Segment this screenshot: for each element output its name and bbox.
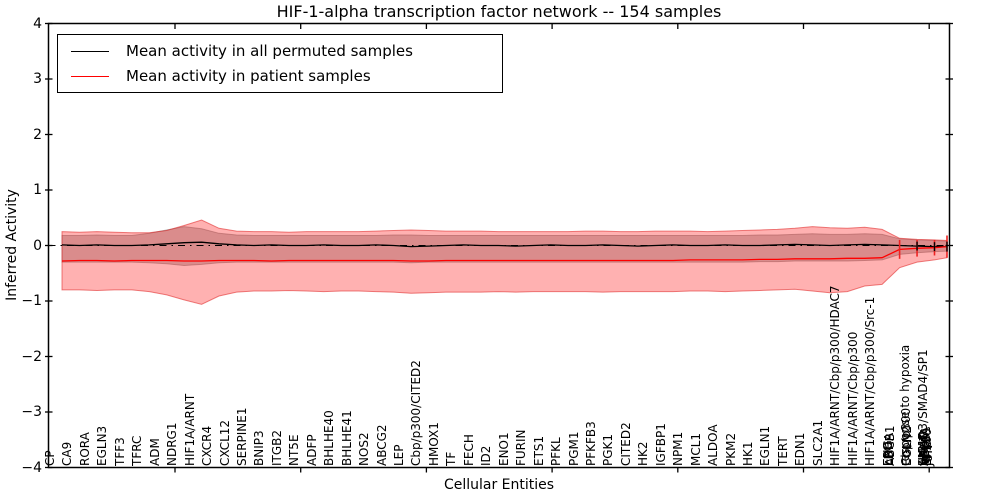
x-tick-label: TFF3 (112, 436, 127, 466)
x-tick-label: HIF1A/ARNT/Cbp/p300/Src-1 (863, 296, 878, 466)
x-tick-label: FURIN (514, 428, 529, 466)
legend-item-patient: Mean activity in patient samples (58, 67, 502, 85)
x-tick-label: HK2 (636, 440, 651, 466)
x-tick-label: HK1 (741, 440, 755, 466)
x-tick-label: ITGB2 (269, 429, 284, 466)
x-tick-label: PFKFB3 (583, 420, 598, 466)
x-tick-label: BHLHE40 (322, 409, 337, 466)
x-axis-title: Cellular Entities (443, 477, 555, 493)
x-tick-label: HIF1A/ARNT/Cbp/p300/HDAC7 (828, 284, 843, 466)
x-tick-label: ID2 (479, 445, 494, 466)
y-tick-label: −4 (21, 459, 42, 476)
x-tick-label: ENO1 (496, 431, 511, 466)
y-tick-label: −2 (21, 348, 42, 365)
x-tick-label: NDRG1 (165, 422, 180, 466)
x-tick-label: ETS1 (531, 435, 546, 466)
x-tick-label: FECH (461, 433, 476, 466)
x-tick-label: HMOX1 (426, 421, 441, 466)
x-tick-label: BNIP3 (252, 429, 267, 466)
permuted-mean-line (61, 241, 947, 248)
x-tick-label: ADM (147, 437, 162, 466)
legend-label: Mean activity in all permuted samples (126, 42, 413, 60)
x-tick-label: NPM1 (671, 431, 686, 466)
x-tick-label: BHLHE41 (339, 409, 354, 466)
x-tick-label: EGLN3 (95, 425, 110, 466)
patient-mean-line (61, 245, 948, 262)
x-tick-label: CITED2 (618, 421, 633, 466)
x-tick-label: ABCG2 (374, 423, 389, 466)
x-tick-label: ALDOA (706, 423, 721, 466)
legend: Mean activity in all permuted samples Me… (57, 34, 503, 93)
x-tick-label: TF (444, 451, 459, 466)
chart-title: HIF-1-alpha transcription factor network… (276, 2, 722, 21)
x-tick-label: HIF1A/ARNT (182, 393, 197, 466)
legend-label: Mean activity in patient samples (126, 67, 371, 85)
x-tick-label: IGFBP1 (653, 422, 668, 466)
x-tick-label: RORA (77, 431, 92, 466)
x-tick-label: SERPINE1 (234, 406, 249, 466)
x-tick-label: CA9 (60, 441, 75, 466)
x-tick-label: CP (43, 449, 57, 466)
x-tick-label: ABCB1 (883, 425, 897, 466)
legend-line-swatch-patient (71, 75, 109, 77)
x-tick-label: CXCL12 (217, 419, 232, 466)
y-tick-label: −1 (21, 293, 42, 309)
y-tick-label: 3 (33, 71, 42, 87)
x-tick-label: EGLN1 (758, 425, 773, 466)
x-tick-label: HIF1A/ARNT/Cbp/p300 (845, 331, 860, 466)
y-tick-label: 0 (33, 237, 42, 254)
y-tick-label: 1 (33, 182, 42, 198)
legend-item-permuted: Mean activity in all permuted samples (58, 42, 502, 60)
x-tick-label: JUN (921, 444, 936, 466)
x-tick-label: TERT (775, 435, 790, 466)
x-tick-label: ADFP (304, 433, 319, 466)
y-tick-label: −3 (21, 404, 42, 420)
x-tick-label: NOS2 (357, 431, 372, 466)
x-tick-label: PGK1 (601, 433, 616, 466)
y-tick-label: 2 (33, 126, 42, 143)
x-tick-label: CXCR4 (200, 425, 215, 466)
patient-band (61, 219, 948, 305)
x-tick-label: Cbp/p300/CITED2 (409, 359, 424, 466)
x-tick-label: EGLN2 (899, 425, 914, 466)
y-tick-label: 4 (33, 15, 42, 32)
x-tick-label: NT5E (287, 433, 302, 466)
x-tick-label: MCL1 (688, 432, 703, 466)
x-tick-label: PFKL (549, 436, 564, 466)
x-tick-label: LEP (392, 443, 406, 466)
legend-line-swatch-permuted (71, 50, 109, 52)
x-tick-label: TFRC (130, 435, 145, 466)
x-tick-label: EDN1 (793, 432, 808, 466)
x-tick-label: SLC2A1 (810, 419, 825, 466)
x-tick-label: PKM2 (723, 432, 738, 466)
x-tick-label: PGM1 (566, 430, 581, 466)
